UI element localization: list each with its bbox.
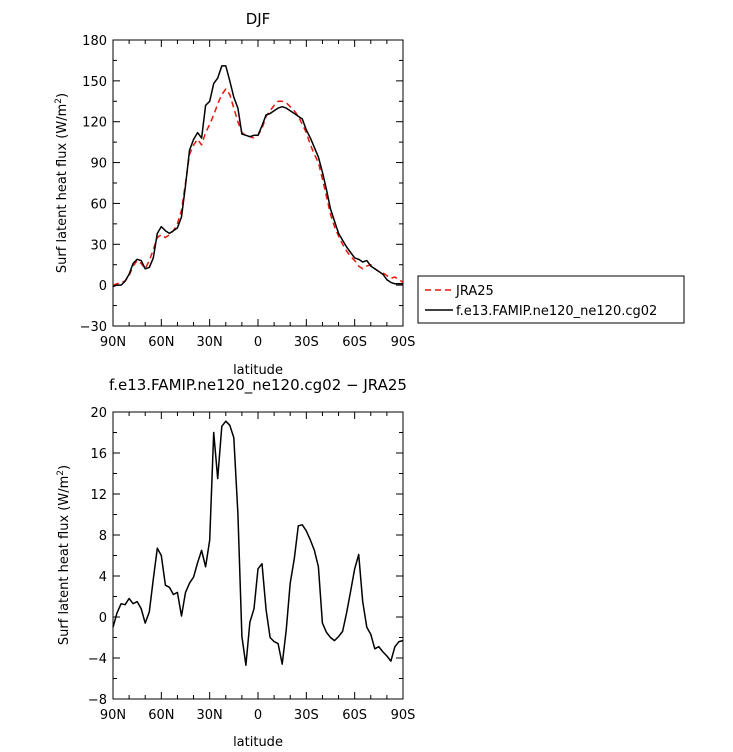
- djf-ytick-label: 0: [99, 279, 107, 294]
- svg-text:Surf latent heat flux (W/m2): Surf latent heat flux (W/m2): [56, 465, 72, 645]
- djf-xtick-label: 90S: [391, 335, 416, 350]
- legend: JRA25 f.e13.FAMIP.ne120_ne120.cg02: [417, 275, 685, 324]
- legend-box: [417, 275, 685, 324]
- djf-ytick-label: 150: [82, 75, 107, 90]
- difference-xtick-label: 0: [254, 708, 262, 723]
- djf-xtick-label: 30N: [197, 335, 223, 350]
- difference-ytick-label: −4: [88, 652, 107, 667]
- djf-series-line-1: [112, 65, 403, 288]
- djf-panel: DJF 90N 60N 30N 0 30S 60S 90S −30 0 30 60 90 120 150 1…: [54, 10, 685, 378]
- difference-xtick-label: 60S: [342, 708, 367, 723]
- difference-ytick-label: 20: [90, 406, 107, 421]
- djf-plot-frame: [112, 39, 404, 327]
- djf-xtick-label: 30S: [294, 335, 319, 350]
- difference-panel: f.e13.FAMIP.ne120_ne120.cg02 − JRA25 90N…: [56, 376, 415, 750]
- difference-ylabel-main: Surf latent heat flux (W/m: [57, 476, 72, 645]
- difference-ylabel-sup: 2: [56, 470, 66, 476]
- difference-xlabel: latitude: [233, 735, 283, 750]
- djf-series-line-0: [112, 88, 404, 286]
- difference-series: [112, 420, 404, 666]
- djf-ylabel-tail: ): [55, 93, 70, 98]
- djf-ytick-label: −30: [80, 320, 107, 335]
- djf-ylabel-sup: 2: [54, 98, 64, 104]
- difference-ytick-label: 8: [99, 529, 107, 544]
- difference-xtick-label: 90S: [391, 708, 416, 723]
- djf-ylabel: Surf latent heat flux (W/m2): [54, 93, 70, 273]
- djf-xtick-label: 90N: [100, 335, 126, 350]
- difference-xtick-label: 60N: [148, 708, 174, 723]
- difference-ylabel-tail: ): [57, 465, 72, 470]
- legend-label-model: f.e13.FAMIP.ne120_ne120.cg02: [456, 304, 657, 319]
- difference-ytick-label: 16: [90, 447, 107, 462]
- djf-xtick-label: 60N: [148, 335, 174, 350]
- djf-title: DJF: [246, 10, 271, 28]
- djf-xtick-label: 60S: [342, 335, 367, 350]
- difference-xtick-label: 30S: [294, 708, 319, 723]
- svg-text:Surf latent heat flux (W/m2): Surf latent heat flux (W/m2): [54, 93, 70, 273]
- difference-ytick-label: −8: [88, 693, 107, 708]
- difference-ytick-label: 12: [90, 488, 107, 503]
- djf-ytick-label: 90: [90, 157, 107, 172]
- difference-ytick-label: 0: [99, 611, 107, 626]
- djf-ytick-label: 120: [82, 116, 107, 131]
- djf-series: [112, 65, 404, 288]
- djf-xlabel: latitude: [233, 363, 283, 378]
- djf-ytick-label: 30: [90, 238, 107, 253]
- djf-ytick-label: 60: [90, 197, 107, 212]
- djf-ytick-label: 180: [82, 34, 107, 49]
- difference-xtick-label: 30N: [197, 708, 223, 723]
- djf-ticks: 90N 60N 30N 0 30S 60S 90S −30 0 30 60 90 120 150 180: [80, 34, 416, 350]
- difference-ytick-label: 4: [99, 570, 107, 585]
- difference-series-line-0: [112, 420, 404, 666]
- difference-ylabel: Surf latent heat flux (W/m2): [56, 465, 72, 645]
- difference-xtick-label: 90N: [100, 708, 126, 723]
- djf-ylabel-main: Surf latent heat flux (W/m: [55, 104, 70, 273]
- difference-title: f.e13.FAMIP.ne120_ne120.cg02 − JRA25: [109, 376, 407, 395]
- djf-xtick-label: 0: [254, 335, 262, 350]
- difference-ticks: 90N 60N 30N 0 30S 60S 90S −8 −4 0 4 8 12 16 20: [88, 406, 416, 723]
- legend-label-jra25: JRA25: [455, 284, 494, 299]
